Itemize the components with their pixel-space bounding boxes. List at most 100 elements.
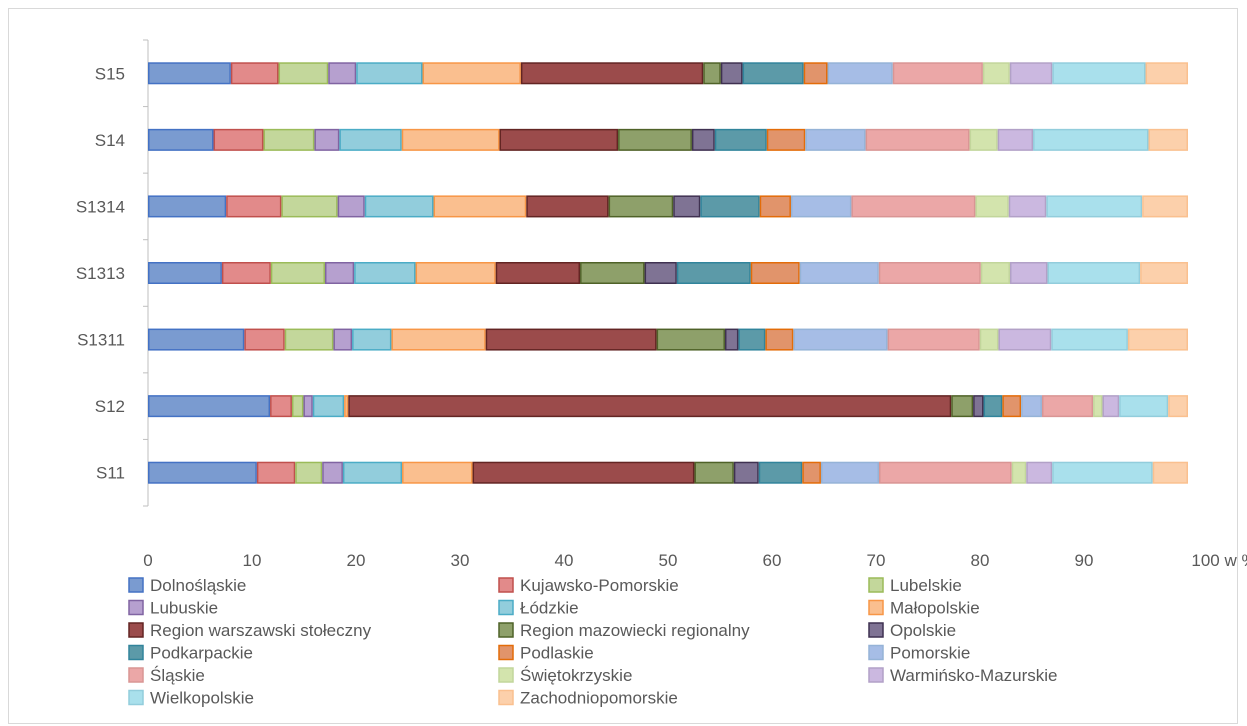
bar-segment [213,128,264,151]
bar-segment [226,195,282,218]
bar-segment [700,195,760,218]
bar-segment [1002,395,1022,418]
bar-segment [803,62,828,85]
bar-segment [364,195,434,218]
bar-segment [790,195,852,218]
bar-segment [281,195,338,218]
bar-segment [1046,195,1143,218]
bar-segment [291,395,304,418]
bar-segment [656,328,725,351]
bar-segment [333,328,353,351]
legend-label: Świętokrzyskie [520,666,632,685]
bar-segment [433,195,527,218]
legend-swatch [868,622,884,638]
bar-segment [1119,395,1169,418]
bar-segment [1142,195,1189,218]
legend-swatch [128,667,144,683]
x-tick-label: 0 [143,551,152,570]
bar-segment [1148,128,1188,151]
x-tick-label: 30 [451,551,470,570]
bar-segment [892,62,983,85]
bar-segment [805,128,866,151]
bar-segment [328,62,357,85]
bar-segment [973,395,984,418]
category-label: S14 [95,131,125,150]
bar-segment [1127,328,1188,351]
bar-segment [526,195,609,218]
legend-label: Dolnośląskie [150,576,246,595]
legend-label: Lubelskie [890,576,962,595]
category-label: S1311 [77,331,125,350]
bar-segment [520,62,704,85]
bar-segment [148,328,245,351]
x-tick-label: 50 [659,551,678,570]
bar-segment [1102,395,1120,418]
bar-segment [352,328,392,351]
legend-label: Wielkopolskie [150,689,254,708]
category-label: S11 [96,464,125,483]
bar-segment [354,262,416,284]
bar-segment [887,328,980,351]
bar-segment [878,262,981,284]
bar-segment [402,461,473,484]
bar-segment [148,395,271,418]
legend-label: Region mazowiecki regionalny [520,621,750,640]
bar-segment [979,328,999,351]
legend-swatch [868,667,884,683]
bar-segment [703,62,721,85]
bar-segment [879,461,1012,484]
bar-segment [295,461,323,484]
bar-segment [997,128,1034,151]
legend-label: Łódzkie [520,599,579,618]
bar-segment [758,461,803,484]
bar-segment [1047,262,1141,284]
bar-segment [278,62,329,85]
x-tick-label: 70 [867,551,886,570]
bar-segment [337,195,365,218]
bar-segment [1009,262,1048,284]
bar-segment [720,62,743,85]
x-unit-label: 100 w % [1191,551,1247,570]
legend-label: Śląskie [150,666,205,685]
bar-segment [356,62,423,85]
bar-segment [422,62,521,85]
bar-segment [221,262,271,284]
bar-segment [148,128,214,151]
bar-segment [1021,395,1042,418]
bar-segment [256,461,296,484]
bar-segment [495,262,581,284]
bar-segment [750,262,800,284]
bar-segment [733,461,759,484]
bar-segment [148,461,257,484]
bar-segment [1152,461,1188,484]
bar-segment [714,128,767,151]
bar-segment [1051,328,1128,351]
bar-segment [580,262,645,284]
legend-swatch [498,622,514,638]
bar-segment [1041,395,1094,418]
bar-segment [851,195,976,218]
bar-segment [263,128,315,151]
legend-label: Warmińsko-Mazurskie [890,666,1058,685]
legend-swatch [128,622,144,638]
bar-segment [499,128,619,151]
bar-segment [244,328,285,351]
bar-segment [983,395,1003,418]
legend-swatch [128,577,144,593]
bar-segment [980,262,1010,284]
bar-segment [339,128,402,151]
bar-segment [415,262,496,284]
legend-swatch [498,667,514,683]
category-label: S1313 [76,264,125,283]
bar-segment [1008,195,1047,218]
bar-segment [738,328,766,351]
legend-swatch [128,599,144,616]
bar-segment [1033,128,1149,151]
legend-swatch [498,644,514,661]
legend-label: Pomorskie [890,644,970,663]
bar-segment [1140,262,1188,284]
bar-segment [694,461,734,484]
bar-segment [148,62,231,85]
legend-label: Małopolskie [890,599,980,618]
